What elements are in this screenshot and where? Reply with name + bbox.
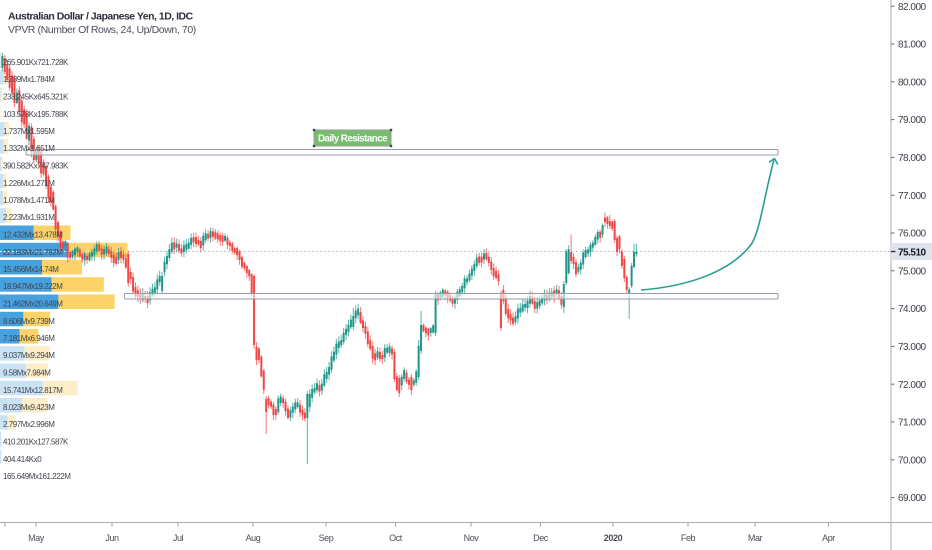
svg-text:8.606Mx9.739M: 8.606Mx9.739M (3, 317, 55, 326)
svg-text:75.000: 75.000 (898, 266, 927, 277)
svg-text:2.797Mx2.996M: 2.797Mx2.996M (3, 420, 55, 429)
svg-text:Oct: Oct (389, 533, 403, 543)
svg-text:79.000: 79.000 (898, 115, 927, 126)
svg-text:2.223Mx1.931M: 2.223Mx1.931M (3, 213, 55, 222)
svg-text:233.245Kx645.321K: 233.245Kx645.321K (3, 93, 69, 102)
svg-text:82.000: 82.000 (898, 2, 927, 13)
svg-text:73.000: 73.000 (898, 342, 927, 353)
svg-text:Dec: Dec (533, 533, 549, 543)
svg-text:18.947Mx19.222M: 18.947Mx19.222M (3, 282, 63, 291)
svg-text:72.000: 72.000 (898, 380, 927, 391)
svg-text:70.000: 70.000 (898, 455, 927, 466)
svg-text:12.432Mx13.478M: 12.432Mx13.478M (3, 231, 63, 240)
svg-text:15.741Mx12.817M: 15.741Mx12.817M (3, 386, 63, 395)
svg-text:VPVR (Number Of Rows, 24, Up/D: VPVR (Number Of Rows, 24, Up/Down, 70) (8, 24, 196, 36)
svg-text:2020: 2020 (604, 533, 623, 543)
svg-text:Aug: Aug (246, 533, 261, 543)
svg-text:1.289Mx1.784M: 1.289Mx1.784M (3, 75, 55, 84)
svg-text:Nov: Nov (464, 533, 480, 543)
svg-text:Daily Resistance: Daily Resistance (318, 134, 388, 145)
svg-text:75.510: 75.510 (898, 248, 927, 259)
svg-text:76.000: 76.000 (898, 229, 927, 240)
svg-text:265.901Kx721.728K: 265.901Kx721.728K (3, 58, 69, 67)
svg-text:404.414Kx0: 404.414Kx0 (3, 455, 42, 464)
svg-text:May: May (28, 533, 45, 543)
svg-text:9.037Mx9.294M: 9.037Mx9.294M (3, 351, 55, 360)
svg-text:8.023Mx9.423M: 8.023Mx9.423M (3, 403, 55, 412)
svg-text:1.078Mx1.471M: 1.078Mx1.471M (3, 196, 55, 205)
svg-text:71.000: 71.000 (898, 418, 927, 429)
svg-text:15.456Mx14.74M: 15.456Mx14.74M (3, 265, 59, 274)
svg-text:165.649Mx161.222M: 165.649Mx161.222M (3, 472, 71, 481)
svg-text:410.201Kx127.587K: 410.201Kx127.587K (3, 438, 69, 447)
svg-text:9.58Mx7.984M: 9.58Mx7.984M (3, 369, 51, 378)
svg-text:Jun: Jun (105, 533, 119, 543)
svg-text:Sep: Sep (319, 533, 334, 543)
svg-text:Australian Dollar / Japanese Y: Australian Dollar / Japanese Yen, 1D, ID… (8, 11, 194, 23)
svg-text:Mar: Mar (748, 533, 763, 543)
svg-text:22.193Mx21.792M: 22.193Mx21.792M (3, 248, 63, 257)
svg-text:69.000: 69.000 (898, 493, 927, 504)
svg-text:21.462Mx20.649M: 21.462Mx20.649M (3, 300, 63, 309)
svg-text:390.582Kx747.983K: 390.582Kx747.983K (3, 162, 69, 171)
svg-text:Jul: Jul (173, 533, 184, 543)
svg-text:80.000: 80.000 (898, 77, 927, 88)
svg-text:Feb: Feb (681, 533, 696, 543)
svg-text:1.226Mx1.271M: 1.226Mx1.271M (3, 179, 55, 188)
svg-text:7.181Mx6.946M: 7.181Mx6.946M (3, 334, 55, 343)
svg-text:81.000: 81.000 (898, 40, 927, 51)
svg-text:77.000: 77.000 (898, 191, 927, 202)
svg-text:Apr: Apr (822, 533, 835, 543)
svg-text:1.332Mx1.651M: 1.332Mx1.651M (3, 144, 55, 153)
svg-text:78.000: 78.000 (898, 153, 927, 164)
svg-text:74.000: 74.000 (898, 304, 927, 315)
svg-text:103.578Kx195.788K: 103.578Kx195.788K (3, 110, 69, 119)
svg-text:1.737Mx1.595M: 1.737Mx1.595M (3, 127, 55, 136)
